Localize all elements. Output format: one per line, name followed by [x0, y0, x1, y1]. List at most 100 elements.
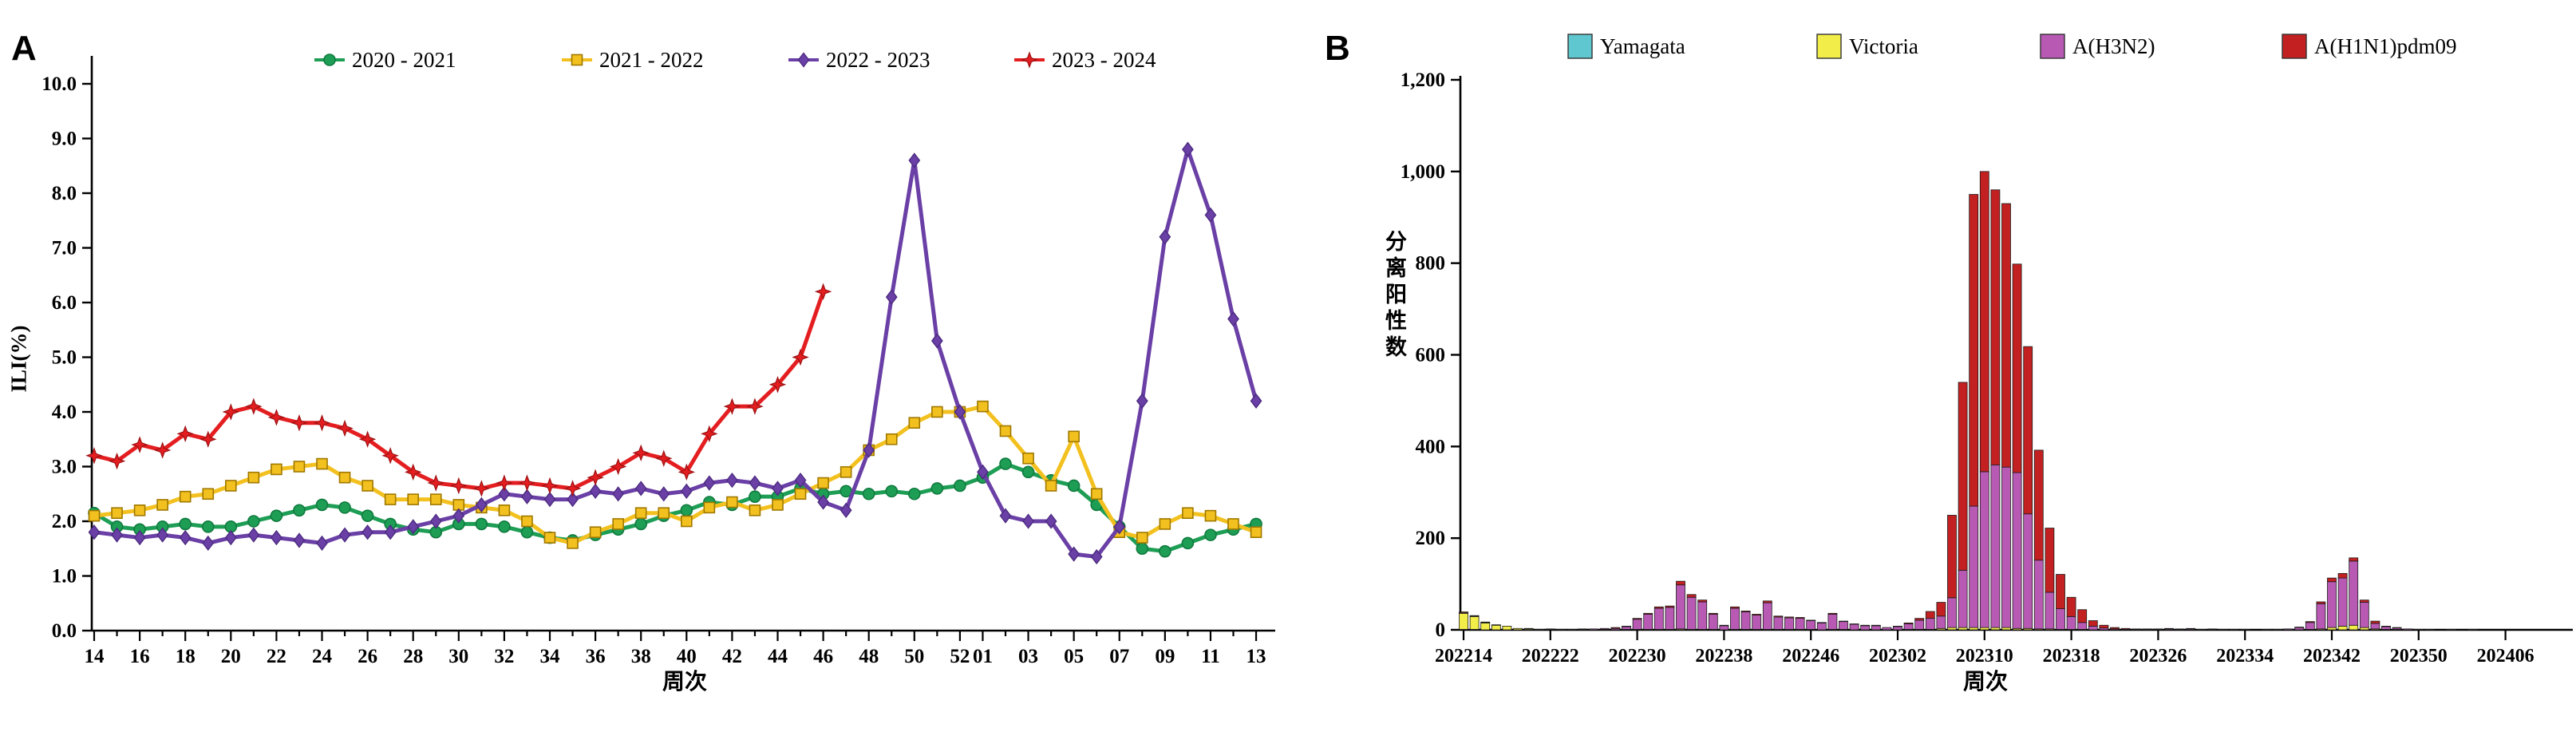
bar-202312-victoria — [2001, 627, 2011, 631]
svg-text:2022 - 2023: 2022 - 2023 — [826, 48, 930, 72]
bar-202320-a-h3n2 — [2088, 626, 2098, 631]
bar-202236-a-h1n1-pdm09 — [1697, 599, 1708, 603]
svg-text:202350: 202350 — [2390, 646, 2448, 667]
bar-202236-a-h3n2 — [1697, 601, 1708, 630]
bar-202309-victoria — [1969, 627, 1979, 631]
svg-text:202246: 202246 — [1782, 646, 1839, 667]
bar-202314-a-h3n2 — [2023, 513, 2033, 629]
bar-202252-a-h3n2 — [1871, 625, 1881, 631]
bar-202241-a-h3n2 — [1752, 615, 1762, 630]
panel-a-axes — [90, 56, 1275, 632]
svg-text:600: 600 — [1416, 345, 1446, 366]
legend-item-2020-2021: 2020 - 2021 — [314, 48, 456, 72]
bar-202241-a-h1n1-pdm09 — [1752, 614, 1762, 616]
svg-text:03: 03 — [1018, 646, 1038, 667]
svg-text:26: 26 — [358, 646, 377, 667]
bar-202220-a-h3n2 — [1523, 627, 1534, 630]
bar-202307-victoria — [1947, 627, 1957, 631]
bar-202239-a-h3n2 — [1730, 607, 1740, 630]
svg-text:28: 28 — [403, 646, 423, 667]
bar-202403-a-h3n2 — [2467, 629, 2478, 631]
svg-text:2.0: 2.0 — [52, 511, 77, 532]
bar-202308-victoria — [1958, 627, 1968, 631]
bar-202225-a-h3n2 — [1578, 628, 1588, 630]
bar-202226-a-h3n2 — [1589, 628, 1599, 631]
bar-202349-a-h3n2 — [2403, 628, 2413, 631]
svg-text:3.0: 3.0 — [52, 457, 77, 478]
legend-item-2023-2024: 2023 - 2024 — [1014, 48, 1156, 72]
bar-202238-a-h1n1-pdm09 — [1719, 624, 1729, 627]
bar-202318-a-h1n1-pdm09 — [2066, 596, 2076, 617]
svg-text:16: 16 — [130, 646, 150, 667]
svg-text:7.0: 7.0 — [52, 238, 77, 259]
bar-202323-a-h1n1-pdm09 — [2120, 627, 2131, 630]
bar-202348-a-h1n1-pdm09 — [2392, 627, 2402, 629]
bar-202313-a-h1n1-pdm09 — [2012, 263, 2022, 473]
bar-202235-a-h1n1-pdm09 — [1686, 594, 1697, 598]
svg-text:202326: 202326 — [2129, 646, 2187, 667]
bar-202228-a-h1n1-pdm09 — [1610, 627, 1621, 629]
bar-202235-a-h3n2 — [1686, 596, 1697, 630]
svg-text:18: 18 — [176, 646, 196, 667]
bar-202308-a-h3n2 — [1958, 569, 1968, 628]
bar-202231-a-h3n2 — [1643, 614, 1653, 630]
bar-202321-a-h1n1-pdm09 — [2099, 624, 2109, 629]
bar-202346-a-h3n2 — [2370, 623, 2380, 630]
bar-202338-a-h3n2 — [2283, 628, 2294, 631]
bar-202311-a-h3n2 — [1990, 464, 2001, 628]
panel-a-x-axis-title: 周次 — [662, 670, 707, 694]
svg-text:Victoria: Victoria — [1849, 34, 1918, 58]
svg-text:202406: 202406 — [2477, 646, 2535, 667]
bar-202316-a-h1n1-pdm09 — [2045, 528, 2055, 593]
bar-202303-a-h3n2 — [1903, 623, 1914, 630]
panel-a-y-axis-title: ILI(%) — [6, 325, 31, 393]
bar-202251-a-h1n1-pdm09 — [1860, 624, 1871, 627]
panel-a-series-2021-2022 — [88, 400, 1262, 549]
svg-text:202302: 202302 — [1869, 646, 1926, 667]
bar-202315-a-h1n1-pdm09 — [2033, 449, 2044, 561]
bar-202234-a-h3n2 — [1676, 584, 1685, 630]
svg-text:1.0: 1.0 — [52, 566, 77, 588]
bar-202350-a-h3n2 — [2413, 629, 2424, 631]
panel-a-label: A — [11, 29, 37, 68]
bar-202320-a-h1n1-pdm09 — [2088, 620, 2098, 627]
bar-202306-a-h1n1-pdm09 — [1936, 602, 1946, 617]
svg-text:05: 05 — [1064, 646, 1084, 667]
bar-202302-a-h1n1-pdm09 — [1893, 626, 1902, 627]
bar-202304-a-h1n1-pdm09 — [1914, 618, 1925, 621]
bar-202245-a-h1n1-pdm09 — [1795, 617, 1805, 619]
bar-202337-a-h3n2 — [2273, 629, 2282, 631]
bar-202251-a-h3n2 — [1860, 625, 1871, 631]
svg-text:13: 13 — [1247, 646, 1266, 667]
bar-202304-a-h3n2 — [1914, 619, 1925, 630]
bar-202247-a-h3n2 — [1816, 622, 1827, 631]
svg-text:22: 22 — [267, 646, 286, 667]
legend-item-2022-2023: 2022 - 2023 — [788, 48, 930, 72]
svg-text:30: 30 — [448, 646, 468, 667]
bar-202340-a-h1n1-pdm09 — [2305, 621, 2315, 623]
svg-text:6.0: 6.0 — [52, 292, 77, 314]
svg-text:14: 14 — [85, 646, 105, 667]
bar-202234-a-h1n1-pdm09 — [1676, 580, 1685, 586]
bar-202242-a-h1n1-pdm09 — [1762, 600, 1772, 603]
bar-202343-victoria — [2337, 626, 2348, 631]
svg-text:01: 01 — [973, 646, 993, 667]
bar-202245-a-h3n2 — [1795, 618, 1805, 630]
bar-202217-a-h3n2 — [1491, 624, 1501, 626]
bar-202249-a-h1n1-pdm09 — [1839, 620, 1848, 623]
svg-text:800: 800 — [1416, 253, 1446, 275]
bar-202312-a-h3n2 — [2001, 466, 2011, 628]
svg-text:4.0: 4.0 — [52, 402, 77, 423]
svg-text:2023 - 2024: 2023 - 2024 — [1052, 48, 1156, 72]
bar-202342-victoria — [2327, 627, 2337, 631]
svg-text:11: 11 — [1201, 646, 1220, 667]
svg-text:2021 - 2022: 2021 - 2022 — [599, 48, 704, 72]
panel-b-label: B — [1325, 29, 1350, 68]
svg-text:38: 38 — [631, 646, 651, 667]
bar-202237-a-h3n2 — [1708, 614, 1718, 630]
bar-202343-a-h1n1-pdm09 — [2337, 572, 2348, 579]
bar-202218-victoria — [1502, 626, 1512, 631]
panel-a-y-ticks: 0.0 1.0 2.0 3.0 4.0 5.0 6.0 7.0 8.0 9.0 10.0 — [41, 73, 92, 642]
bar-202233-a-h3n2 — [1665, 607, 1675, 630]
panel-b-y-axis-title: 分离阳性数 — [1382, 230, 1406, 362]
